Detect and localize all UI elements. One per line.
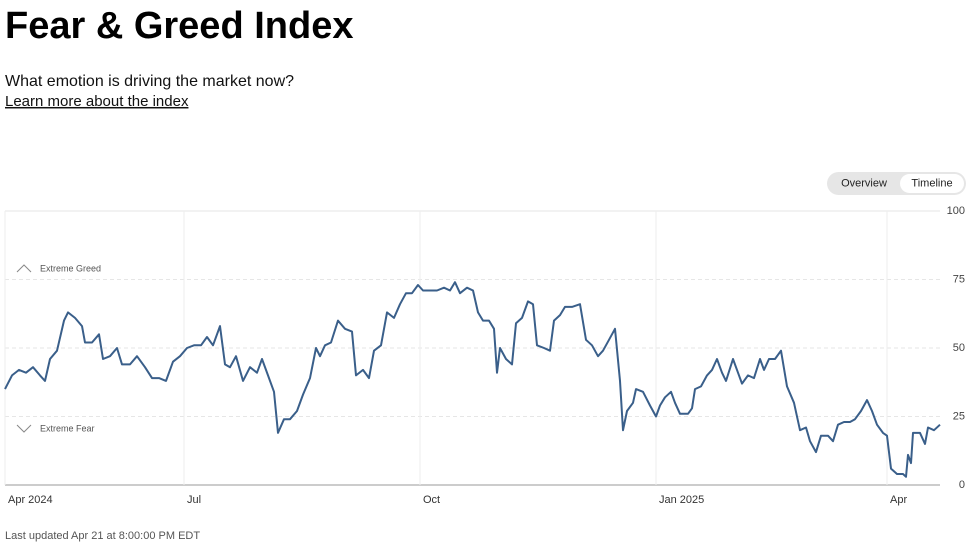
x-tick-label: Apr 2024 bbox=[8, 494, 53, 506]
footer: Last updated Apr 21 at 8:00:00 PM EDT bbox=[5, 530, 200, 542]
y-tick-label: 25 bbox=[953, 410, 965, 422]
tab[interactable]: Overview bbox=[841, 177, 887, 189]
fear-chevron bbox=[16, 424, 32, 433]
x-tick-label: Oct bbox=[423, 494, 440, 506]
learn-more-link[interactable]: Learn more about the index bbox=[5, 93, 189, 110]
y-tick-label: 100 bbox=[947, 205, 965, 217]
subtitle: What emotion is driving the market now? bbox=[5, 73, 294, 90]
x-tick-label: Apr bbox=[890, 494, 907, 506]
annotation: Extreme Fear bbox=[40, 423, 95, 433]
tab-active bbox=[900, 174, 964, 193]
tab[interactable]: Timeline bbox=[911, 177, 952, 189]
line bbox=[4, 281, 941, 478]
y-tick-label: 75 bbox=[953, 273, 965, 285]
y-tick-label: 50 bbox=[953, 342, 965, 354]
y-tick-label: 0 bbox=[959, 479, 965, 491]
x-tick-label: Jan 2025 bbox=[659, 494, 704, 506]
greed-chevron bbox=[16, 264, 32, 273]
x-tick-label: Jul bbox=[187, 494, 201, 506]
chart-title: Fear & Greed Index bbox=[5, 5, 353, 47]
annotation: Extreme Greed bbox=[40, 263, 101, 273]
